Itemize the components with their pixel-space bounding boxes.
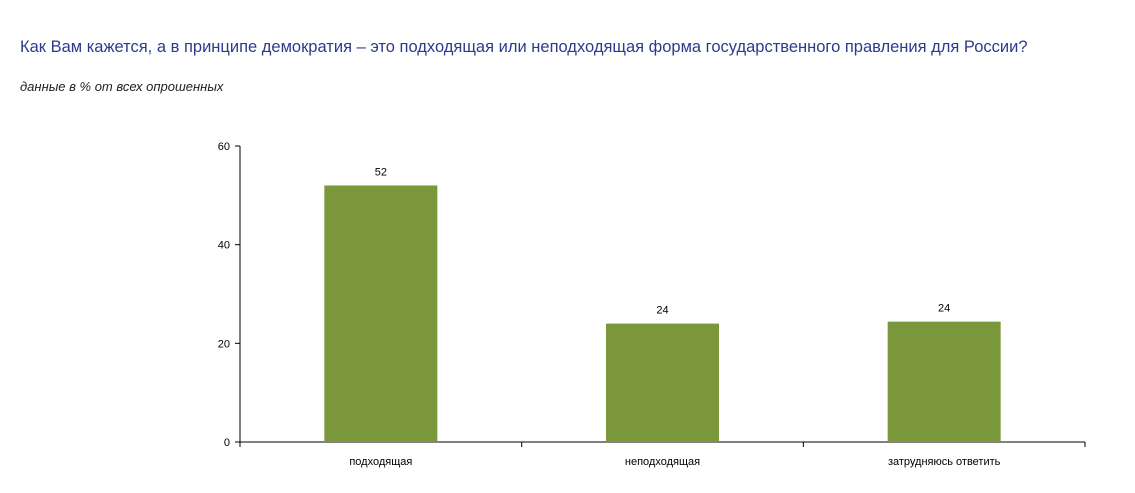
- y-tick-label: 60: [218, 141, 230, 153]
- y-tick-label: 0: [224, 437, 230, 449]
- bar: [606, 323, 719, 442]
- chart-subtitle: данные в % от всех опрошенных: [20, 79, 224, 94]
- y-tick-label: 40: [218, 240, 230, 252]
- bar: [324, 185, 438, 442]
- chart-bars: [324, 185, 1001, 442]
- x-category-label: затрудняюсь ответить: [888, 456, 1001, 468]
- bar-value-label: 24: [656, 305, 668, 317]
- bar: [887, 321, 1001, 442]
- x-category-label: неподходящая: [625, 456, 700, 468]
- bar-value-label: 24: [938, 303, 950, 315]
- chart-labels: 0 20 40 60 52 подходящая 24 неподходящая 24 затру…: [218, 141, 1001, 468]
- chart-title: Как Вам кажется, а в принципе демократия…: [20, 38, 1028, 56]
- y-tick-label: 20: [218, 338, 230, 350]
- x-category-label: подходящая: [349, 456, 412, 468]
- bar-value-label: 52: [375, 166, 387, 178]
